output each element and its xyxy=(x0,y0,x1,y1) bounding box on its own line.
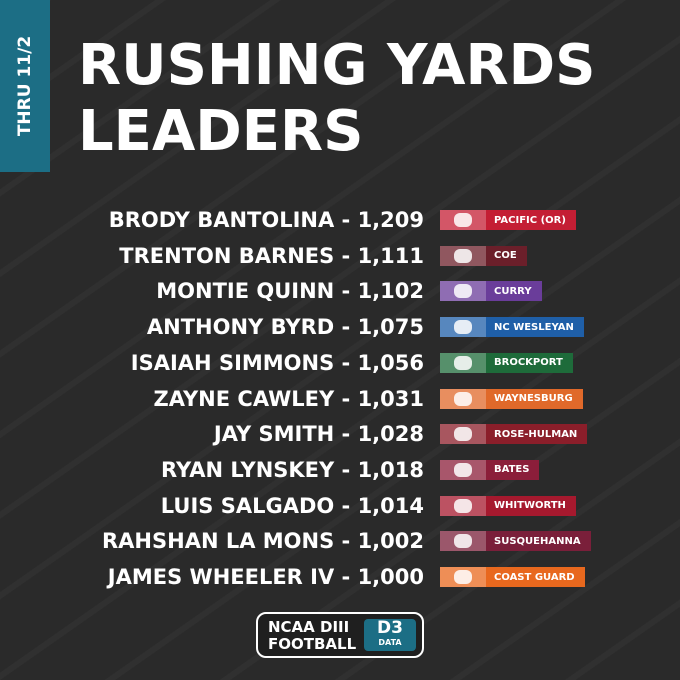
school-name: NC WESLEYAN xyxy=(494,321,574,333)
date-tab: THRU 11/2 xyxy=(0,0,50,172)
logo-line: FOOTBALL xyxy=(268,635,357,653)
logo-text: NCAA DIII FOOTBALL xyxy=(268,619,356,653)
player-line: JAY SMITH - 1,028 xyxy=(213,422,424,447)
d3-text: D3 xyxy=(377,618,403,638)
player-line: TRENTON BARNES - 1,111 xyxy=(119,243,424,268)
logo-line: NCAA DIII xyxy=(268,618,350,636)
school-name: COAST GUARD xyxy=(494,571,575,583)
school-icon xyxy=(440,495,486,516)
player-line: RYAN LYNSKEY - 1,018 xyxy=(161,457,424,482)
school-badge: COE xyxy=(440,245,527,266)
school-name: PACIFIC (OR) xyxy=(494,214,566,226)
player-line: ISAIAH SIMMONS - 1,056 xyxy=(130,350,424,375)
school-icon xyxy=(440,210,486,230)
school-badge: SUSQUEHANNA xyxy=(440,531,591,552)
d3-sub: DATA xyxy=(378,638,402,647)
school-name: SUSQUEHANNA xyxy=(494,535,581,547)
school-name: COE xyxy=(494,250,517,262)
player-line: LUIS SALGADO - 1,014 xyxy=(160,493,424,518)
logo: NCAA DIII FOOTBALL D3 DATA xyxy=(256,612,424,658)
school-icon xyxy=(440,281,486,302)
school-badge: BATES xyxy=(440,459,540,480)
school-icon xyxy=(440,567,486,587)
school-badge: BROCKPORT xyxy=(440,352,573,373)
school-icon xyxy=(440,459,486,480)
school-badge: PACIFIC (OR) xyxy=(440,210,576,230)
school-icon xyxy=(440,245,486,266)
school-icon xyxy=(440,352,486,373)
title: RUSHING YARDS xyxy=(78,33,596,98)
school-name: BROCKPORT xyxy=(494,357,563,369)
school-icon xyxy=(440,388,486,409)
school-badge: CURRY xyxy=(440,281,542,302)
player-line: ZAYNE CAWLEY - 1,031 xyxy=(153,386,425,411)
school-badge: NC WESLEYAN xyxy=(440,317,584,338)
player-line: ANTHONY BYRD - 1,075 xyxy=(146,315,424,340)
school-icon xyxy=(440,424,486,445)
player-line: RAHSHAN LA MONS - 1,002 xyxy=(102,529,424,554)
school-name: WHITWORTH xyxy=(494,500,566,512)
school-badge: WHITWORTH xyxy=(440,495,576,516)
player-line: MONTIE QUINN - 1,102 xyxy=(156,279,424,304)
school-name: CURRY xyxy=(494,285,532,297)
school-icon xyxy=(440,531,486,552)
school-badge: COAST GUARD xyxy=(440,567,585,587)
d3-badge: D3 DATA xyxy=(364,619,416,651)
school-badge: WAYNESBURG xyxy=(440,388,583,409)
player-line: BRODY BANTOLINA - 1,209 xyxy=(108,208,424,232)
school-name: ROSE-HULMAN xyxy=(494,428,578,440)
school-name: WAYNESBURG xyxy=(494,393,573,404)
school-badge: ROSE-HULMAN xyxy=(440,424,588,445)
school-icon xyxy=(440,317,486,338)
date-label: THRU 11/2 xyxy=(15,35,35,137)
school-name: BATES xyxy=(494,464,530,476)
title: LEADERS xyxy=(78,99,364,164)
player-line: JAMES WHEELER IV - 1,000 xyxy=(107,565,424,589)
